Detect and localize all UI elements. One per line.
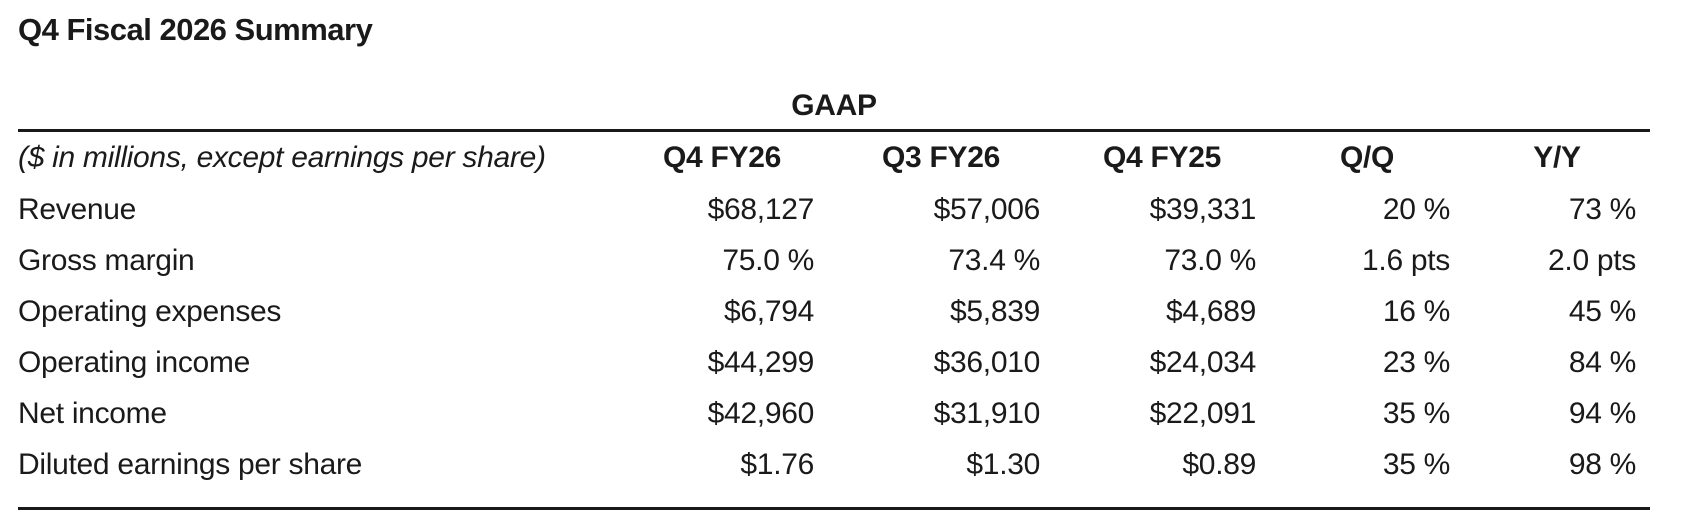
table-header: ($ in millions, except earnings per shar… [18,131,1650,185]
cell-value: 75.0 % [722,244,814,277]
header-row: ($ in millions, except earnings per shar… [18,131,1650,185]
row-label: Gross margin [18,244,195,277]
cell-value: 35 % [1382,448,1450,481]
cell-value: $1.76 [740,448,814,481]
cell-value: 73.4 % [948,244,1040,277]
gaap-spanner-label: GAAP [791,89,877,122]
row-label: Operating expenses [18,295,282,328]
cell-value: $42,960 [707,397,815,430]
table-body: Revenue $68,127 $57,006 $39,331 20 % 73 … [18,185,1650,509]
cell-value: $57,006 [933,193,1041,226]
column-header-yy: Y/Y [1533,141,1581,175]
cell-value: $44,299 [707,346,815,379]
cell-value: 35 % [1382,397,1450,430]
cell-value: 23 % [1382,346,1450,379]
spacer-cell [18,491,1650,509]
page: Q4 Fiscal 2026 Summary GAAP ($ in millio… [0,12,1692,526]
table-row-operating-expenses: Operating expenses $6,794 $5,839 $4,689 … [18,287,1650,338]
column-header-q3-fy26: Q3 FY26 [882,141,1000,175]
cell-value: 94 % [1568,397,1636,430]
cell-value: 2.0 pts [1548,244,1636,277]
cell-value: $22,091 [1149,397,1257,430]
cell-value: 45 % [1568,295,1636,328]
cell-value: 98 % [1568,448,1636,481]
column-header-q4-fy26: Q4 FY26 [663,141,781,175]
table-row-diluted-eps: Diluted earnings per share $1.76 $1.30 $… [18,440,1650,491]
cell-value: $24,034 [1149,346,1257,379]
cell-value: $4,689 [1166,295,1256,328]
cell-value: 1.6 pts [1362,244,1450,277]
cell-value: 73 % [1568,193,1636,226]
cell-value: $31,910 [933,397,1041,430]
cell-value: $68,127 [707,193,815,226]
table-row-revenue: Revenue $68,127 $57,006 $39,331 20 % 73 … [18,185,1650,236]
cell-value: 16 % [1382,295,1450,328]
cell-value: $5,839 [950,295,1040,328]
summary-table-section: GAAP ($ in millions, except earnings per… [18,90,1650,510]
summary-table: ($ in millions, except earnings per shar… [18,129,1650,510]
table-row-net-income: Net income $42,960 $31,910 $22,091 35 % … [18,389,1650,440]
cell-value: $0.89 [1182,448,1256,481]
column-header-q4-fy25: Q4 FY25 [1103,141,1221,175]
row-label: Net income [18,397,167,430]
cell-value: $36,010 [933,346,1041,379]
row-label: Operating income [18,346,250,379]
cell-value: 73.0 % [1164,244,1256,277]
cell-value: $39,331 [1149,193,1257,226]
row-label: Revenue [18,193,136,226]
table-note: ($ in millions, except earnings per shar… [18,141,546,175]
cell-value: 20 % [1382,193,1450,226]
cell-value: 84 % [1568,346,1636,379]
column-header-qq: Q/Q [1339,141,1395,175]
spacer-row [18,491,1650,509]
cell-value: $1.30 [966,448,1040,481]
page-title: Q4 Fiscal 2026 Summary [18,12,373,47]
row-label: Diluted earnings per share [18,448,363,481]
table-row-operating-income: Operating income $44,299 $36,010 $24,034… [18,338,1650,389]
cell-value: $6,794 [724,295,814,328]
table-row-gross-margin: Gross margin 75.0 % 73.4 % 73.0 % 1.6 pt… [18,236,1650,287]
